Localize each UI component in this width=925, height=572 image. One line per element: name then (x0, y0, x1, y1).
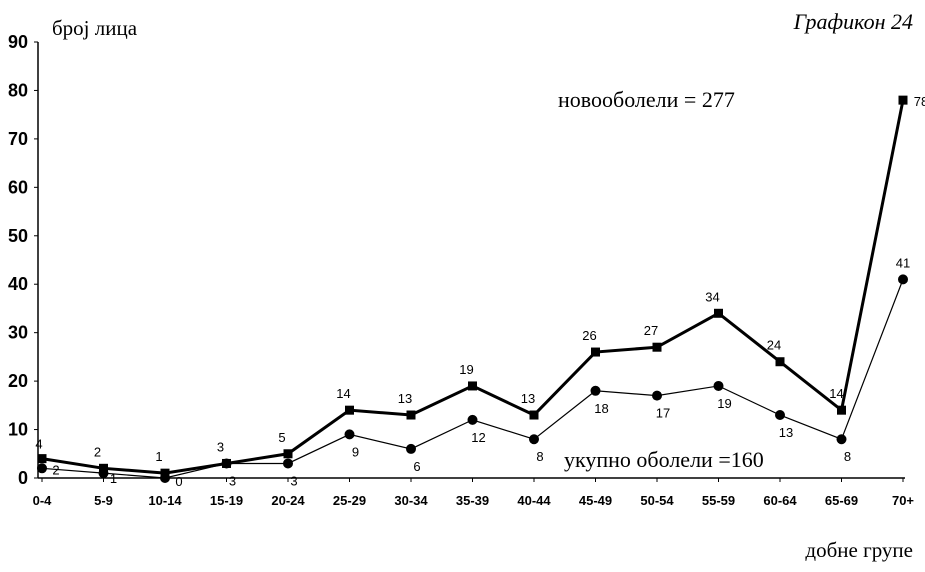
total-cases-value-label: 17 (656, 406, 670, 421)
x-tick-label: 0-4 (33, 493, 53, 508)
total-cases-value-label: 0 (175, 474, 182, 489)
new-cases-point (591, 347, 600, 357)
new-cases-point (283, 449, 293, 459)
y-tick-label: 50 (8, 226, 28, 246)
new-cases-point (160, 468, 170, 478)
y-tick-label: 60 (8, 177, 28, 197)
x-tick-label: 60-64 (763, 493, 797, 508)
new-cases-point (775, 357, 785, 367)
y-tick-label: 10 (8, 420, 28, 440)
new-cases-value-label: 34 (705, 289, 719, 304)
x-tick-label: 5-9 (94, 493, 113, 508)
new-cases-point (898, 95, 908, 105)
total-cases-point (406, 443, 416, 454)
new-cases-value-label: 13 (521, 391, 535, 406)
x-tick-label: 30-34 (394, 493, 428, 508)
x-tick-label: 55-59 (702, 493, 735, 508)
x-tick-label: 45-49 (579, 493, 612, 508)
new-cases-point (529, 410, 539, 420)
total-cases-point (37, 463, 47, 474)
x-tick-label: 50-54 (640, 493, 674, 508)
total-cases-value-label: 18 (594, 401, 608, 416)
new-cases-value-label: 4 (35, 437, 42, 452)
total-cases-point (529, 434, 539, 445)
new-cases-point (468, 381, 477, 391)
total-cases-value-label: 13 (779, 425, 793, 440)
new-cases-value-label: 3 (217, 439, 224, 454)
total-cases-value-label: 8 (536, 449, 543, 464)
new-cases-point (345, 405, 354, 415)
x-axis-label: добне групе (805, 538, 913, 562)
y-tick-label: 20 (8, 371, 28, 391)
x-axis-ticks: 0-4 5-9 10-14 15-19 20-24 25-29 30-34 35-39 40-4… (33, 478, 914, 508)
total-cases-line (41, 279, 904, 479)
x-tick-label: 70+ (892, 493, 914, 508)
total-cases-point (713, 380, 724, 391)
x-tick-label: 20-24 (271, 493, 305, 508)
total-cases-point (652, 390, 662, 401)
x-tick-label: 35-39 (456, 493, 489, 508)
total-cases-point (283, 458, 293, 469)
x-tick-label: 15-19 (210, 493, 243, 508)
y-tick-label: 40 (8, 274, 28, 294)
new-cases-value-label: 13 (398, 391, 412, 406)
x-tick-label: 65-69 (825, 493, 858, 508)
total-cases-value-label: 19 (717, 396, 731, 411)
total-cases-point (775, 410, 785, 421)
total-cases-value-label: 2 (52, 462, 59, 477)
y-tick-label: 70 (8, 129, 28, 149)
x-tick-label: 40-44 (517, 493, 551, 508)
new-cases-point (652, 342, 662, 352)
new-cases-value-label: 78 (914, 94, 925, 109)
new-cases-point (222, 458, 231, 468)
y-tick-label: 90 (8, 32, 28, 52)
new-cases-point (99, 463, 108, 473)
total-cases-value-label: 12 (471, 430, 485, 445)
chart-title: Графикон 24 (793, 9, 913, 34)
total-cases-value-label: 1 (110, 471, 117, 486)
x-tick-label: 25-29 (333, 493, 366, 508)
total-cases-value-label: 41 (896, 255, 910, 270)
total-cases-point (836, 434, 847, 445)
total-cases-value-label: 3 (290, 473, 297, 488)
total-cases-value-label: 3 (229, 473, 236, 488)
new-cases-value-label: 19 (459, 362, 473, 377)
y-tick-label: 0 (18, 468, 28, 488)
series-layer (37, 95, 908, 483)
y-tick-label: 30 (8, 323, 28, 343)
total-cases-point (467, 414, 478, 425)
legend-total-cases: укупно оболели =160 (564, 447, 764, 472)
new-cases-value-label: 26 (582, 328, 596, 343)
legend-new-cases: новооболели = 277 (558, 87, 735, 112)
new-cases-value-label: 2 (94, 444, 101, 459)
new-cases-value-label: 1 (155, 449, 162, 464)
total-cases-point (590, 385, 601, 396)
y-axis-label: број лица (52, 16, 138, 40)
total-cases-point (898, 274, 908, 285)
new-cases-value-label: 14 (336, 386, 350, 401)
new-cases-point (714, 308, 723, 318)
new-cases-point (837, 405, 846, 415)
y-axis-ticks: 0 10 20 30 40 50 60 70 80 90 (8, 32, 38, 488)
new-cases-point (37, 454, 47, 464)
total-cases-value-label: 6 (413, 459, 420, 474)
total-cases-point (344, 429, 355, 440)
new-cases-value-label: 27 (644, 323, 658, 338)
new-cases-value-label: 24 (767, 338, 781, 353)
total-cases-value-label: 9 (352, 444, 359, 459)
x-tick-label: 10-14 (148, 493, 182, 508)
new-cases-value-label: 14 (829, 386, 843, 401)
new-cases-value-label: 5 (278, 430, 285, 445)
total-cases-value-label: 8 (844, 449, 851, 464)
new-cases-point (406, 410, 416, 420)
y-tick-label: 80 (8, 80, 28, 100)
